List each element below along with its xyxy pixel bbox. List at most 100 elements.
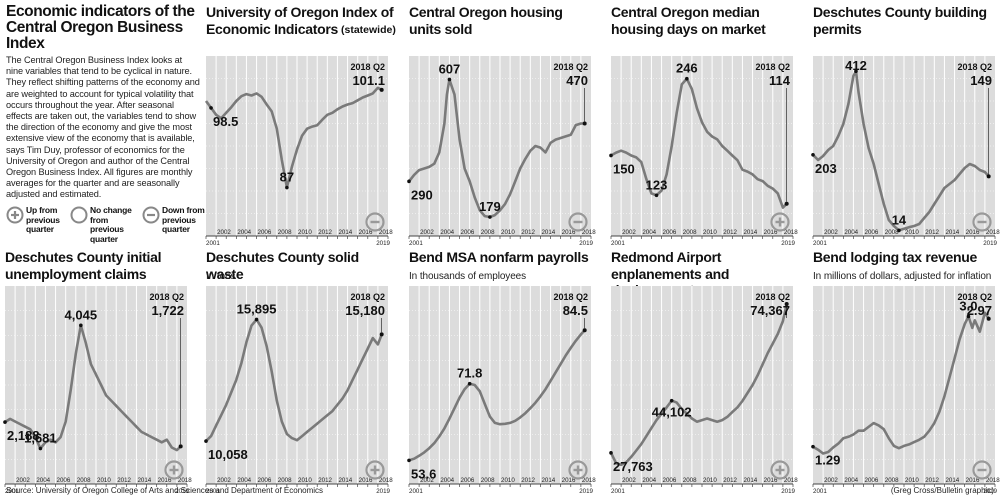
data-label: 3.0 — [959, 298, 977, 313]
data-label: 412 — [845, 58, 867, 73]
trend-down-icon — [972, 460, 992, 480]
annotation-point — [685, 76, 689, 81]
data-label: 14 — [892, 212, 907, 227]
plot-area: 2002 2004 2006 2008 2010 2012 2014 2016 2018 2001… — [609, 56, 798, 247]
chart-title: Deschutes County initial unemployment cl… — [5, 249, 162, 282]
chart-title: Deschutes County solid waste — [206, 249, 359, 282]
x-tick-label: 2004 — [36, 477, 50, 484]
x-tick-label: 2014 — [945, 477, 959, 484]
x-tick-label: 2012 — [925, 229, 939, 236]
x-tick-label: 2010 — [905, 477, 919, 484]
x-tick-label: 2008 — [481, 229, 495, 236]
x-tick-label: 2018 — [986, 477, 1000, 484]
annotation-point — [38, 446, 43, 451]
series-line — [408, 329, 586, 462]
x-tick-label: 2008 — [683, 229, 697, 236]
x-tick-label: 2010 — [298, 229, 312, 236]
latest-point — [784, 201, 789, 206]
x-tick-label: 2004 — [237, 477, 251, 484]
x-tick-label: 2012 — [318, 477, 332, 484]
chart-title-suffix: (statewide) — [341, 24, 396, 36]
x-tick-label: 2008 — [885, 229, 899, 236]
x-tick-label: 2006 — [57, 477, 71, 484]
x-tick-label: 2010 — [703, 229, 717, 236]
x-tick-label: 2014 — [541, 477, 555, 484]
x-tick-label: 2014 — [137, 477, 151, 484]
latest-point — [178, 444, 183, 449]
legend-nochange: No change from previous quarter — [70, 205, 142, 244]
x-tick-label: 2008 — [278, 229, 292, 236]
chart-title: University of Oregon Index of Economic I… — [206, 4, 394, 37]
series-line — [4, 323, 182, 452]
x-tick-label: 2004 — [642, 229, 656, 236]
plot-area: 2002 2004 2006 2008 2010 2012 2014 2016 2018 2001… — [609, 286, 798, 495]
x-tick-label: 2016 — [764, 229, 778, 236]
plot-area: 2002 2004 2006 2008 2010 2012 2014 2016 2018 2001… — [811, 286, 1000, 495]
series-line — [610, 77, 788, 209]
data-label: 44,102 — [652, 405, 692, 420]
data-label: 203 — [815, 161, 837, 176]
annotation-point — [209, 106, 213, 110]
chart-title: Central Oregon median housing days on ma… — [611, 4, 766, 37]
data-label: 10,058 — [208, 447, 248, 462]
x-tick-label: 2016 — [359, 477, 373, 484]
latest-period-label: 2018 Q2 — [553, 62, 588, 72]
x-tick-label: 2008 — [885, 477, 899, 484]
latest-value-label: 101.1 — [352, 73, 385, 88]
annotation-point — [854, 69, 858, 73]
chart-panel: Central Oregon median housing days on ma… — [609, 4, 799, 247]
x-tick-label: 2014 — [338, 229, 352, 236]
x-tick-label: 2014 — [945, 229, 959, 236]
trend-up-icon — [568, 460, 588, 480]
x-tick-label: 2016 — [966, 477, 980, 484]
x-tick-label: 2016 — [359, 229, 373, 236]
x-tick-label: 2018 — [784, 477, 798, 484]
annotation-point — [285, 185, 289, 190]
x-tick-label: 2002 — [622, 229, 636, 236]
annotation-point — [669, 398, 674, 403]
plot-area: 2002 2004 2006 2008 2010 2012 2014 2016 2018 2001… — [407, 56, 596, 247]
x-tick-label: 2018 — [379, 477, 393, 484]
chart-panel: Redmond Airport enplanements and deplane… — [609, 249, 799, 495]
latest-point — [986, 174, 991, 179]
annotation-point — [654, 193, 659, 198]
trend-up-icon — [770, 212, 790, 232]
x-tick-label: 2001 — [611, 240, 625, 247]
annotation-point — [811, 444, 815, 449]
latest-period-label: 2018 Q2 — [553, 292, 588, 302]
plot-area: 2002 2004 2006 2008 2010 2012 2014 2016 2018 2001… — [407, 286, 596, 495]
x-tick-label: 2018 — [986, 229, 1000, 236]
latest-period-label: 2018 Q2 — [350, 292, 385, 302]
x-tick-label: 2004 — [844, 477, 858, 484]
x-tick-label: 2006 — [461, 229, 475, 236]
trend-up-icon — [770, 460, 790, 480]
x-tick-label: 2014 — [743, 477, 757, 484]
x-tick-label: 2002 — [824, 229, 838, 236]
latest-value-label: 2.97 — [967, 303, 992, 318]
x-tick-label: 2012 — [318, 229, 332, 236]
x-tick-label: 2018 — [582, 477, 596, 484]
annotation-point — [467, 381, 472, 386]
legend-down: Down from previous quarter — [142, 205, 206, 235]
x-tick-label: 2018 — [582, 229, 596, 236]
x-tick-label: 2019 — [781, 488, 795, 495]
data-label: 1.29 — [815, 453, 840, 468]
x-tick-label: 2002 — [420, 229, 434, 236]
chart-panel: Bend MSA nonfarm payrolls In thousands of… — [407, 249, 597, 495]
latest-point — [379, 87, 384, 92]
x-tick-label: 2018 — [379, 229, 393, 236]
x-tick-label: 2014 — [743, 229, 757, 236]
x-tick-label: 2008 — [77, 477, 91, 484]
latest-value-label: 149 — [970, 73, 992, 88]
series-line — [812, 311, 990, 455]
latest-period-label: 2018 Q2 — [755, 62, 790, 72]
trend-up-icon — [365, 460, 385, 480]
latest-period-label: 2018 Q2 — [755, 292, 790, 302]
data-label: 607 — [439, 61, 461, 76]
x-tick-label: 2012 — [521, 229, 535, 236]
x-tick-label: 2008 — [481, 477, 495, 484]
minus-circle-icon — [142, 206, 160, 224]
x-tick-label: 2010 — [298, 477, 312, 484]
x-tick-label: 2006 — [663, 229, 677, 236]
x-tick-label: 2010 — [703, 477, 717, 484]
